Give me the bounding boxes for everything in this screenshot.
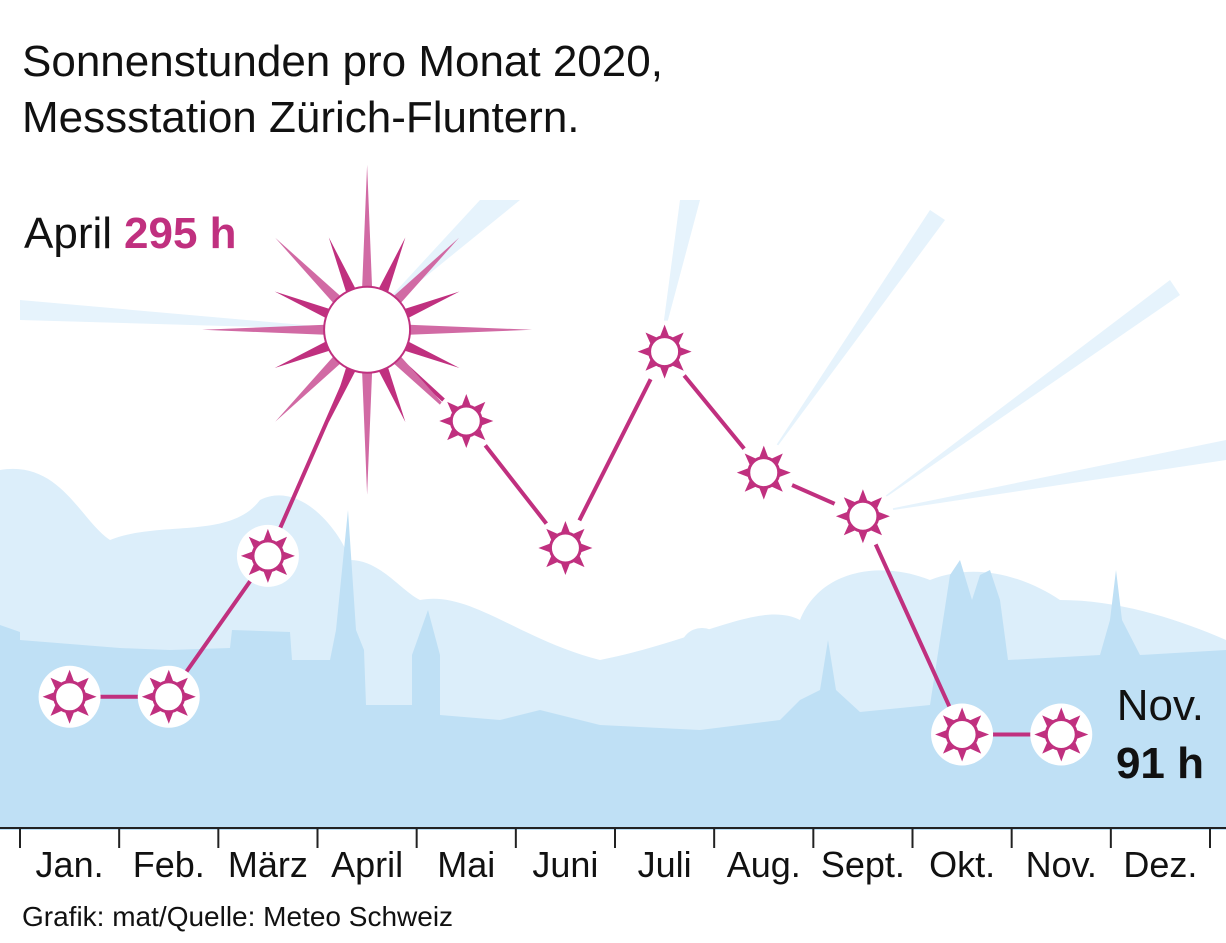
sun-ray xyxy=(328,237,356,294)
marker-core xyxy=(251,539,285,573)
sun-marker xyxy=(1030,703,1093,766)
sun-marker xyxy=(931,703,994,766)
sun-ray xyxy=(378,237,406,294)
x-tick-label: Feb. xyxy=(133,844,205,885)
sun-marker xyxy=(732,441,795,504)
annotation-value: 91 h xyxy=(1116,739,1204,788)
annotation-month: Nov. xyxy=(1117,681,1204,730)
annotation-value: 295 h xyxy=(124,209,237,258)
marker-core xyxy=(548,531,582,565)
x-tick-label: Dez. xyxy=(1123,844,1197,885)
sun-ray xyxy=(275,355,342,422)
sun-ray xyxy=(202,324,326,335)
sun-core xyxy=(323,285,412,374)
marker-core xyxy=(152,680,186,714)
sun-marker xyxy=(137,665,200,728)
x-tick-label: April xyxy=(331,844,403,885)
marker-core xyxy=(648,335,682,369)
x-tick-label: Sept. xyxy=(821,844,905,885)
sun-ray xyxy=(403,341,460,368)
marker-core xyxy=(747,456,781,490)
sun-ray xyxy=(274,341,331,368)
annotation-month: April xyxy=(24,209,112,258)
marker-core xyxy=(53,680,87,714)
sun-marker xyxy=(236,524,299,587)
sun-marker xyxy=(202,164,533,495)
source: Grafik: mat/Quelle: Meteo Schweiz xyxy=(22,901,453,932)
sun-marker xyxy=(435,390,498,453)
x-tick-label: Juli xyxy=(638,844,692,885)
x-tick-label: Mai xyxy=(437,844,495,885)
x-tick-label: Juni xyxy=(532,844,598,885)
marker-core xyxy=(449,404,483,438)
sun-ray xyxy=(362,164,373,289)
sun-marker xyxy=(831,485,894,548)
x-tick-label: Okt. xyxy=(929,844,995,885)
marker-core xyxy=(945,717,979,751)
sun-ray xyxy=(362,371,373,495)
title: Sonnenstunden pro Monat 2020, xyxy=(22,37,663,86)
marker-core xyxy=(846,499,880,533)
sun-ray xyxy=(328,366,356,423)
x-tick-label: Aug. xyxy=(727,844,801,885)
title: Messstation Zürich-Fluntern. xyxy=(22,93,580,142)
x-tick-label: März xyxy=(228,844,308,885)
sun-ray xyxy=(378,366,406,423)
sun-marker xyxy=(534,516,597,579)
sun-ray xyxy=(274,291,331,319)
annotation: April 295 h xyxy=(24,209,237,258)
x-tick-label: Jan. xyxy=(36,844,104,885)
marker-core xyxy=(1044,717,1078,751)
sun-ray xyxy=(275,237,342,304)
sun-ray xyxy=(393,237,459,304)
sun-ray xyxy=(403,291,460,319)
sun-marker xyxy=(38,665,101,728)
sun-ray xyxy=(408,324,533,335)
background xyxy=(0,200,1226,830)
x-tick-label: Nov. xyxy=(1026,844,1097,885)
sun-marker xyxy=(633,320,696,383)
